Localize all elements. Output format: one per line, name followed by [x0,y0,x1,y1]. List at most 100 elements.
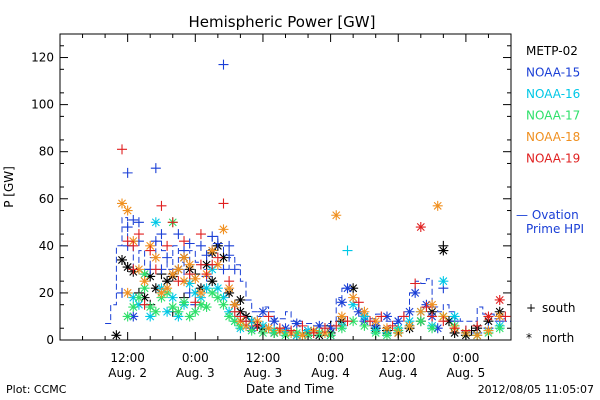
series-noaa-15 [117,59,505,338]
data-point-south [500,311,511,322]
data-point-south [156,229,167,240]
legend-marker-symbol: * [526,331,532,345]
data-point-south [241,316,252,327]
data-point-south [150,236,161,247]
data-point-north [128,302,139,313]
plot-credit: Plot: CCMC [6,383,67,396]
data-point-north [449,311,460,322]
data-point-south [297,320,308,331]
data-point-south [128,214,139,225]
y-axis: 0 20 40 60 80 100 120 [31,45,511,347]
data-point-south [438,240,449,251]
data-point-north [207,276,218,287]
data-point-north [150,252,161,263]
legend-item-noaa-19: NOAA-19 [526,152,580,166]
data-point-south [421,302,432,313]
data-point-north [145,302,156,313]
data-point-north [117,254,128,265]
data-point-south [263,311,274,322]
data-point-south [128,264,139,275]
data-point-north [415,222,426,233]
x-tick-time: 12:00 [381,351,416,365]
data-point-north [145,311,156,322]
data-point-north [167,269,178,280]
data-point-south [286,325,297,336]
data-point-south [184,238,195,249]
data-point-north [427,299,438,310]
data-point-south [224,240,235,251]
data-point-north [184,278,195,289]
data-point-south [167,217,178,228]
y-tick-label: 40 [39,239,54,253]
data-point-south [229,306,240,317]
points-layer [111,59,511,341]
x-axis-label: Date and Time [246,382,334,396]
data-point-north [325,323,336,334]
series-metp-02 [111,240,505,341]
data-point-north [359,320,370,331]
data-point-south [319,323,330,334]
data-point-north [404,306,415,317]
data-point-north [128,311,139,322]
data-point-south [472,320,483,331]
data-point-south [207,231,218,242]
y-tick-label: 100 [31,98,54,112]
data-point-north [111,330,122,341]
data-point-north [195,299,206,310]
data-point-north [195,287,206,298]
legend-item-noaa-18: NOAA-18 [526,130,580,144]
y-tick-label: 20 [39,286,54,300]
data-point-north [381,323,392,334]
data-point-north [150,306,161,317]
y-tick-label: 0 [46,333,54,347]
x-tick-time: 0:00 [182,351,209,365]
data-point-north [415,316,426,327]
data-point-north [117,198,128,209]
x-tick-date: Aug. 4 [311,366,350,380]
x-tick-time: 0:00 [317,351,344,365]
data-point-north [331,210,342,221]
x-tick-time: 12:00 [110,351,145,365]
data-point-south [218,198,229,209]
data-point-north [359,306,370,317]
x-tick-date: Aug. 3 [176,366,215,380]
data-point-north [184,259,195,270]
x-tick-time: 0:00 [452,351,479,365]
data-point-north [410,287,421,298]
data-point-south [122,236,133,247]
data-point-south [427,311,438,322]
data-point-north [229,316,240,327]
data-point-north [128,292,139,303]
data-point-north [122,311,133,322]
data-point-south [117,144,128,155]
data-point-south [190,297,201,308]
data-point-north [393,316,404,327]
data-point-north [263,323,274,334]
data-point-north [139,283,150,294]
data-point-north [173,264,184,275]
data-point-south [212,252,223,263]
series-noaa-17 [122,217,505,341]
data-point-north [257,306,268,317]
data-point-north [280,330,291,341]
data-point-north [133,264,144,275]
y-axis-label: P [GW] [2,166,16,208]
plot-timestamp: 2012/08/05 11:05:07 [478,383,594,396]
data-point-north [269,316,280,327]
y-tick-label: 60 [39,192,54,206]
data-point-north [494,294,505,305]
data-point-north [348,283,359,294]
data-point-north [303,330,314,341]
data-point-north [370,316,381,327]
data-point-north [348,292,359,303]
data-point-south [201,269,212,280]
data-point-south [342,316,353,327]
legend-item-noaa-15: NOAA-15 [526,66,580,80]
legend-marker-south: + south [526,301,576,315]
data-point-south [150,163,161,174]
data-point-north [432,323,443,334]
data-point-north [381,311,392,322]
data-point-north [167,292,178,303]
data-point-south [308,327,319,338]
